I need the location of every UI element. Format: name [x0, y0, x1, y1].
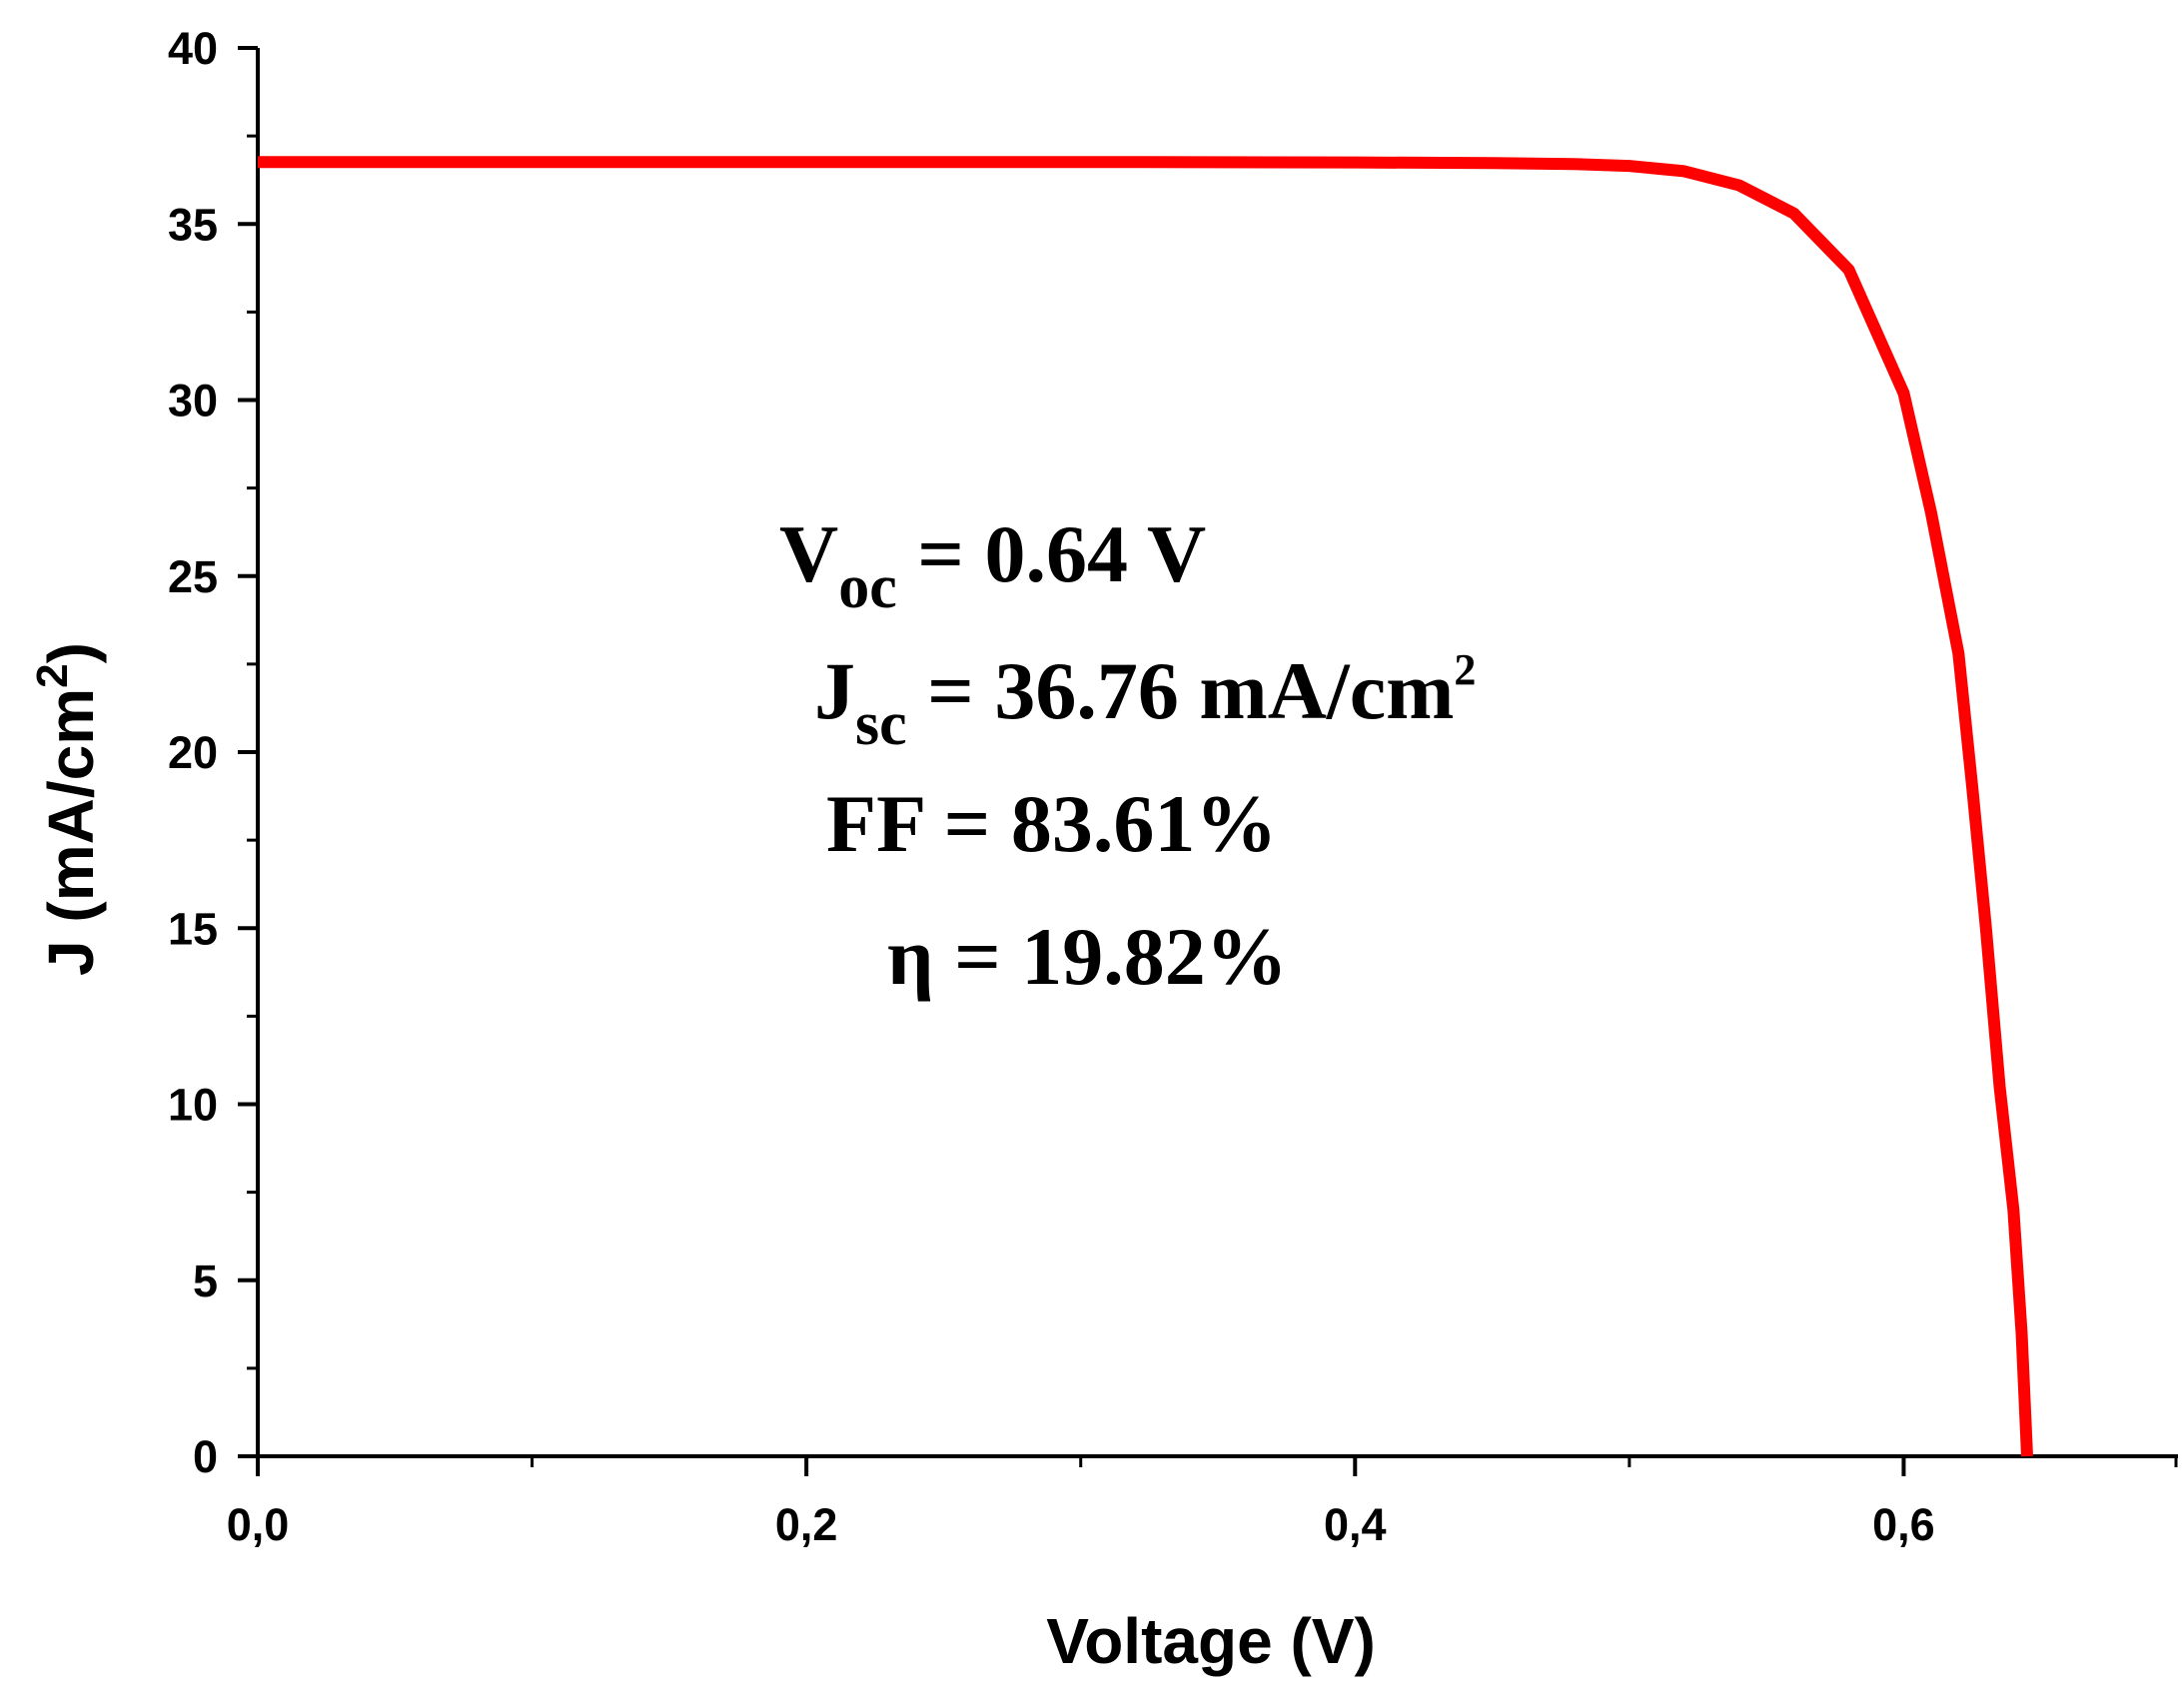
y-tick-label-30: 30	[168, 376, 218, 426]
annotation-jsc: Jsc = 36.76 mA/cm2	[814, 645, 1476, 758]
ticks-group: 0 5 10 15 20 25 30 35 40 0,0 0,2 0,4 0,6	[168, 23, 2178, 1550]
annotation-voc-value: = 0.64 V	[897, 508, 1206, 599]
annotation-jsc-sub: sc	[855, 690, 907, 758]
y-tick-label-5: 5	[193, 1256, 218, 1306]
y-tick-label-25: 25	[168, 551, 218, 602]
x-tick-label-0.4: 0,4	[1324, 1499, 1387, 1550]
annotation-voc-sub: oc	[838, 553, 897, 621]
x-tick-label-0.2: 0,2	[775, 1499, 838, 1550]
x-tick-label-0: 0,0	[227, 1499, 290, 1550]
annotation-jsc-sup: 2	[1454, 645, 1476, 694]
y-tick-label-20: 20	[168, 727, 218, 778]
y-tick-label-0: 0	[193, 1431, 218, 1482]
series-group	[258, 156, 2033, 1457]
x-tick-label-0.6: 0,6	[1872, 1499, 1935, 1550]
y-tick-label-15: 15	[168, 903, 218, 954]
y-axis-title-sup: 2	[28, 663, 77, 687]
annotation-jsc-value: = 36.76 mA/cm	[907, 645, 1455, 736]
y-axis-title-end: )	[35, 642, 107, 663]
annotation-ff: FF = 83.61%	[826, 778, 1277, 869]
y-axis-title-base: J (mA/cm	[35, 688, 107, 976]
annotation-eta: η = 19.82%	[887, 911, 1288, 1002]
annotation-voc-main: V	[779, 508, 838, 599]
annotation-voc: Voc = 0.64 V	[779, 508, 1206, 621]
y-axis-title: J (mA/cm2)	[28, 642, 107, 976]
y-tick-label-40: 40	[168, 23, 218, 74]
y-tick-label-35: 35	[168, 199, 218, 250]
x-axis-title: Voltage (V)	[1046, 1605, 1376, 1677]
axes-group	[256, 48, 2178, 1458]
series-line-0	[258, 156, 2033, 1457]
y-tick-label-10: 10	[168, 1080, 218, 1131]
annotation-jsc-main: J	[814, 645, 855, 736]
